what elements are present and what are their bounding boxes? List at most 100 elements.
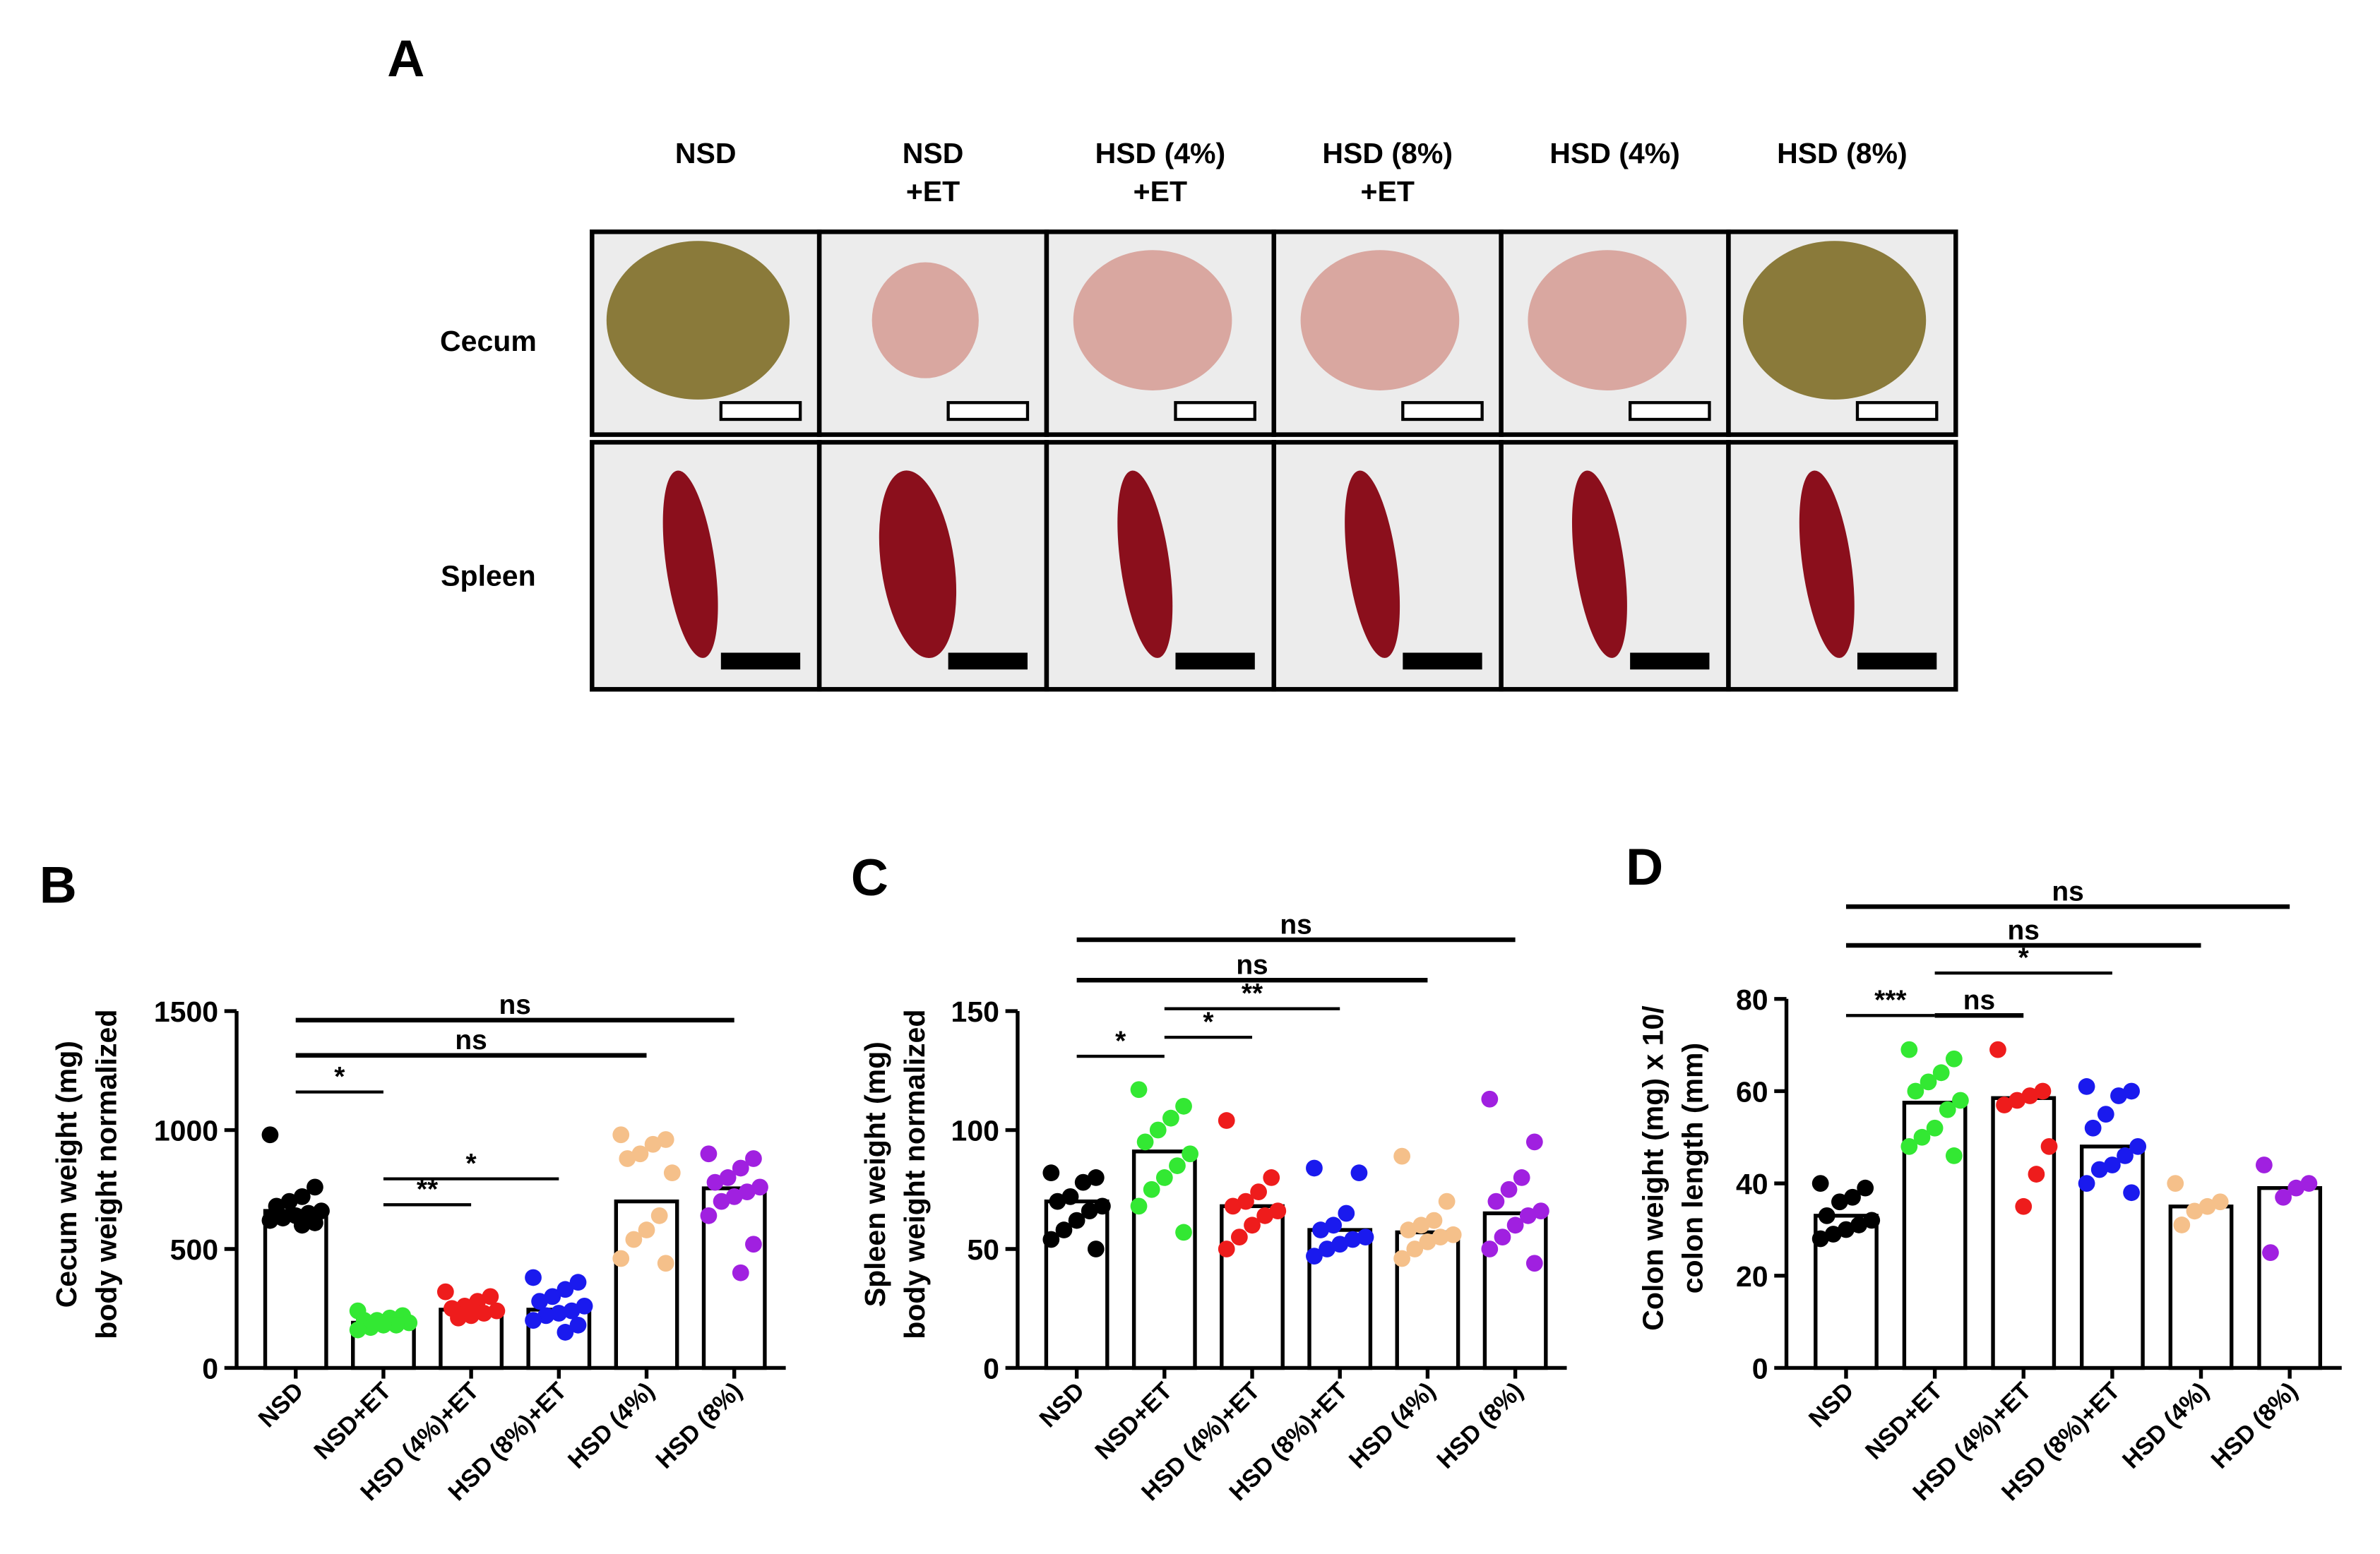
data-point bbox=[2275, 1188, 2292, 1206]
data-point bbox=[663, 1164, 681, 1182]
row-label: Cecum bbox=[440, 325, 537, 357]
panel-letter: D bbox=[1626, 838, 1663, 896]
data-point bbox=[1412, 1217, 1430, 1234]
column-header: HSD (4%) bbox=[1095, 137, 1226, 169]
spleen bbox=[879, 470, 957, 658]
column-header: +ET bbox=[1361, 175, 1415, 208]
data-point bbox=[307, 1178, 323, 1196]
x-tick-label: NSD bbox=[1035, 1377, 1090, 1433]
scale-bar bbox=[1628, 401, 1711, 422]
scale-bar bbox=[948, 652, 1028, 670]
data-point bbox=[2090, 1161, 2108, 1178]
bar bbox=[1482, 1211, 1548, 1370]
data-point bbox=[612, 1250, 630, 1267]
panel-letter: C bbox=[851, 849, 888, 907]
data-point bbox=[349, 1321, 367, 1339]
data-point bbox=[1143, 1181, 1160, 1198]
data-point bbox=[550, 1305, 568, 1322]
spleen bbox=[662, 470, 718, 658]
data-point bbox=[1162, 1109, 1179, 1127]
data-point bbox=[644, 1135, 662, 1153]
data-point bbox=[2186, 1202, 2203, 1220]
data-point bbox=[450, 1309, 467, 1327]
data-point bbox=[2103, 1156, 2121, 1173]
cecum bbox=[1073, 250, 1232, 390]
cecum bbox=[606, 241, 790, 400]
data-point bbox=[2262, 1244, 2279, 1262]
data-point bbox=[1996, 1096, 2013, 1113]
data-point bbox=[569, 1316, 587, 1334]
x-tick-label: NSD bbox=[1804, 1377, 1859, 1433]
cecum bbox=[871, 262, 979, 378]
bar bbox=[2257, 1185, 2323, 1370]
data-point bbox=[1087, 1241, 1105, 1257]
data-point bbox=[1393, 1250, 1411, 1267]
data-point bbox=[2040, 1137, 2058, 1155]
data-point bbox=[619, 1150, 636, 1167]
data-point bbox=[1863, 1212, 1881, 1229]
data-point bbox=[2123, 1184, 2140, 1202]
y-tick-label: 1500 bbox=[154, 996, 218, 1028]
spleen bbox=[1345, 470, 1400, 658]
data-point bbox=[2034, 1082, 2052, 1100]
data-point bbox=[1844, 1188, 1861, 1206]
data-point bbox=[1500, 1181, 1518, 1198]
data-point bbox=[388, 1316, 405, 1334]
data-point bbox=[1312, 1221, 1329, 1238]
scale-bar bbox=[1855, 401, 1939, 422]
data-point bbox=[1169, 1157, 1186, 1174]
scale-bar bbox=[1401, 401, 1484, 422]
data-point bbox=[1406, 1241, 1424, 1257]
spleen bbox=[1799, 470, 1855, 658]
data-point bbox=[1263, 1169, 1280, 1186]
data-point bbox=[1513, 1169, 1530, 1186]
column-header: HSD (8%) bbox=[1322, 137, 1453, 169]
data-point bbox=[745, 1236, 762, 1253]
significance-label: ns bbox=[2008, 915, 2040, 945]
x-tick-label: NSD+ET bbox=[1860, 1377, 1948, 1465]
data-point bbox=[650, 1207, 668, 1224]
x-tick-label: NSD+ET bbox=[1090, 1377, 1178, 1465]
data-point bbox=[2078, 1175, 2095, 1193]
data-point bbox=[1939, 1101, 1956, 1118]
y-axis-label: body weight normalized bbox=[90, 1010, 122, 1339]
x-tick-label: NSD bbox=[254, 1377, 309, 1433]
data-point bbox=[1926, 1119, 1944, 1137]
data-point bbox=[2123, 1082, 2140, 1100]
data-point bbox=[2021, 1087, 2039, 1104]
data-point bbox=[1432, 1229, 1449, 1246]
data-point bbox=[576, 1297, 593, 1315]
data-point bbox=[1400, 1221, 1417, 1238]
data-point bbox=[732, 1159, 749, 1177]
data-point bbox=[738, 1183, 756, 1201]
data-point bbox=[1182, 1145, 1198, 1163]
data-point bbox=[1237, 1193, 1254, 1210]
data-point bbox=[1838, 1221, 1855, 1238]
significance-label: ** bbox=[417, 1175, 439, 1205]
data-point bbox=[1857, 1179, 1874, 1197]
data-point bbox=[1811, 1175, 1829, 1193]
data-point bbox=[657, 1131, 674, 1148]
column-header: NSD bbox=[903, 137, 964, 169]
data-point bbox=[625, 1231, 643, 1248]
y-tick-label: 100 bbox=[951, 1115, 999, 1147]
column-header: +ET bbox=[1134, 175, 1187, 208]
data-point bbox=[1350, 1164, 1368, 1182]
spleen bbox=[1571, 470, 1627, 658]
data-point bbox=[1481, 1090, 1499, 1108]
data-point bbox=[1338, 1205, 1355, 1222]
scale-bar bbox=[720, 652, 801, 670]
data-point bbox=[1952, 1092, 1969, 1109]
data-point bbox=[400, 1314, 418, 1332]
x-tick-label: HSD (8%) bbox=[651, 1377, 748, 1474]
data-point bbox=[2167, 1175, 2184, 1193]
data-point bbox=[1136, 1133, 1154, 1151]
data-point bbox=[1533, 1202, 1549, 1219]
data-point bbox=[700, 1145, 718, 1163]
significance-label: * bbox=[1203, 1007, 1214, 1037]
data-point bbox=[719, 1169, 737, 1186]
data-point bbox=[1256, 1207, 1274, 1224]
bar bbox=[1991, 1096, 2057, 1370]
